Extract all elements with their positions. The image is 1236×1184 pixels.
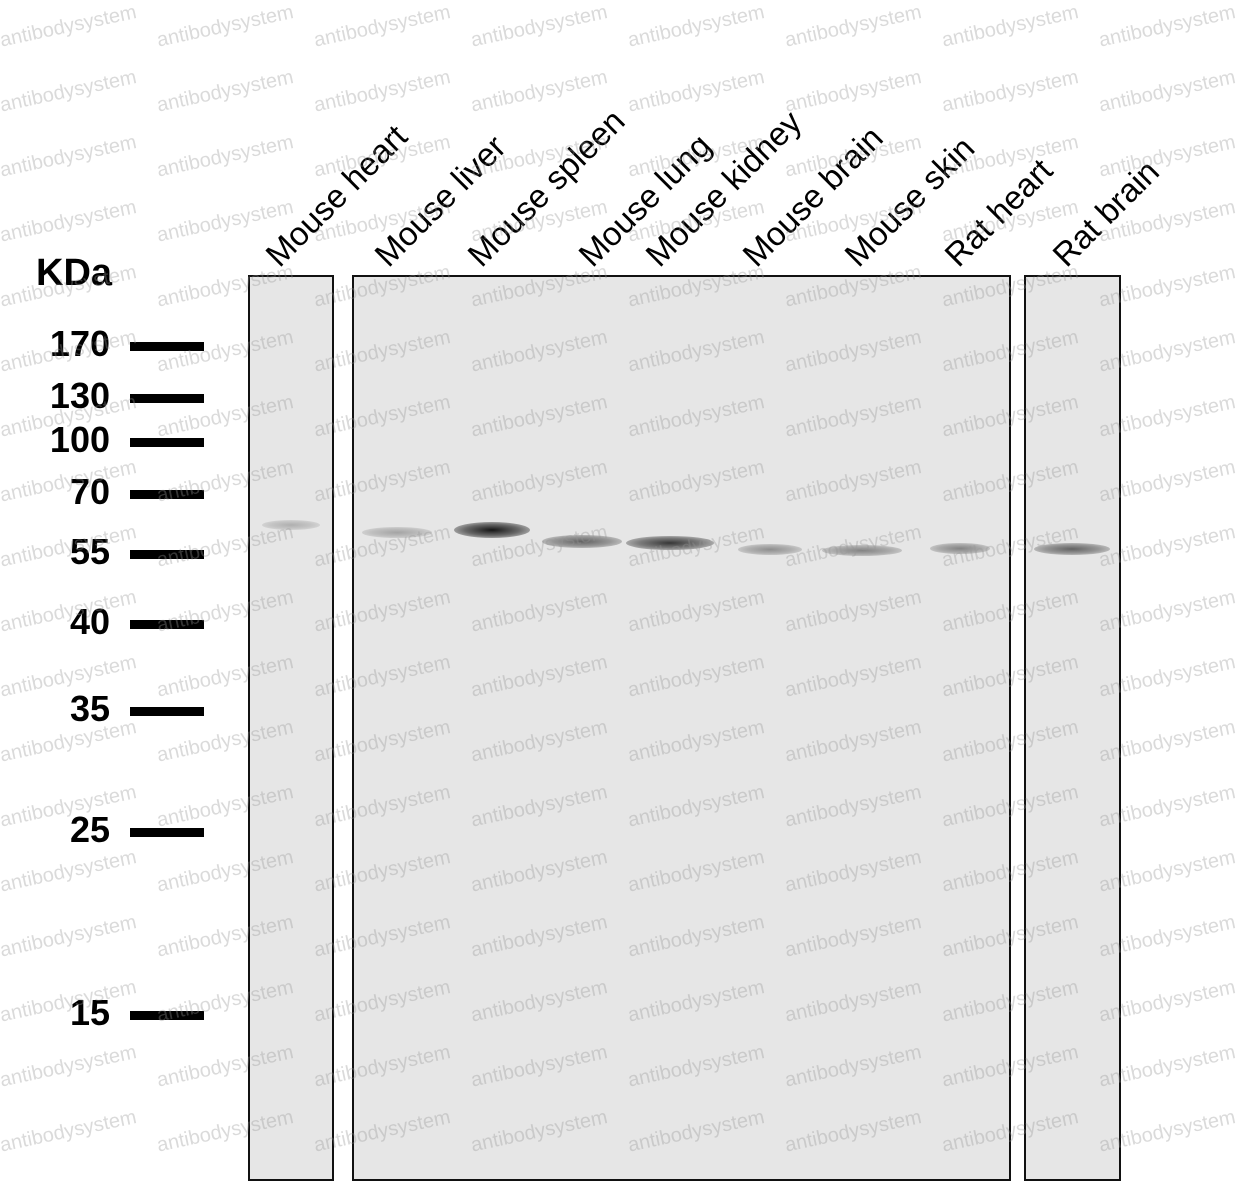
- watermark-text: antibodysystem: [0, 1, 139, 52]
- protein-band: [454, 522, 530, 538]
- blot-panel-3: [1024, 275, 1121, 1181]
- watermark-text: antibodysystem: [1097, 1, 1236, 52]
- watermark-text: antibodysystem: [155, 66, 296, 117]
- marker-bar-40: [130, 620, 204, 629]
- marker-label-100: 100: [49, 419, 110, 460]
- watermark-text: antibodysystem: [0, 1106, 139, 1157]
- blot-panel-1: [248, 275, 334, 1181]
- marker-bar-170: [130, 342, 204, 351]
- watermark-text: antibodysystem: [312, 1, 453, 52]
- watermark-text: antibodysystem: [0, 196, 139, 247]
- protein-band: [822, 545, 902, 556]
- marker-bar-70: [130, 490, 204, 499]
- marker-bar-130: [130, 394, 204, 403]
- marker-label-170: 170: [49, 323, 110, 364]
- marker-bar-25: [130, 828, 204, 837]
- protein-band: [542, 535, 622, 548]
- protein-band: [1034, 543, 1110, 555]
- blot-panel-2: [352, 275, 1011, 1181]
- protein-band: [626, 536, 714, 550]
- marker-bar-15: [130, 1011, 204, 1020]
- watermark-text: antibodysystem: [0, 131, 139, 182]
- protein-band: [362, 527, 432, 538]
- watermark-text: antibodysystem: [626, 1, 767, 52]
- watermark-text: antibodysystem: [312, 66, 453, 117]
- watermark-text: antibodysystem: [626, 66, 767, 117]
- watermark-text: antibodysystem: [0, 1041, 139, 1092]
- watermark-text: antibodysystem: [155, 1, 296, 52]
- watermark-text: antibodysystem: [783, 66, 924, 117]
- watermark-text: antibodysystem: [469, 1, 610, 52]
- protein-band: [262, 520, 320, 530]
- marker-bar-35: [130, 707, 204, 716]
- marker-label-70: 70: [69, 471, 110, 512]
- watermark-text: antibodysystem: [940, 1, 1081, 52]
- marker-label-15: 15: [69, 992, 110, 1033]
- watermark-text: antibodysystem: [1097, 66, 1236, 117]
- watermark-text: antibodysystem: [940, 66, 1081, 117]
- watermark-text: antibodysystem: [783, 1, 924, 52]
- watermark-text: antibodysystem: [0, 846, 139, 897]
- watermark-text: antibodysystem: [155, 131, 296, 182]
- marker-bar-55: [130, 550, 204, 559]
- protein-band: [738, 544, 802, 555]
- marker-label-40: 40: [69, 601, 110, 642]
- watermark-text: antibodysystem: [469, 66, 610, 117]
- marker-label-35: 35: [69, 688, 110, 729]
- marker-label-130: 130: [49, 375, 110, 416]
- unit-label: KDa: [36, 252, 113, 294]
- marker-bar-100: [130, 438, 204, 447]
- watermark-text: antibodysystem: [0, 911, 139, 962]
- marker-label-55: 55: [69, 531, 110, 572]
- protein-band: [930, 543, 990, 554]
- watermark-text: antibodysystem: [0, 66, 139, 117]
- marker-label-25: 25: [69, 809, 110, 850]
- lane-label: Rat brain: [1045, 152, 1167, 274]
